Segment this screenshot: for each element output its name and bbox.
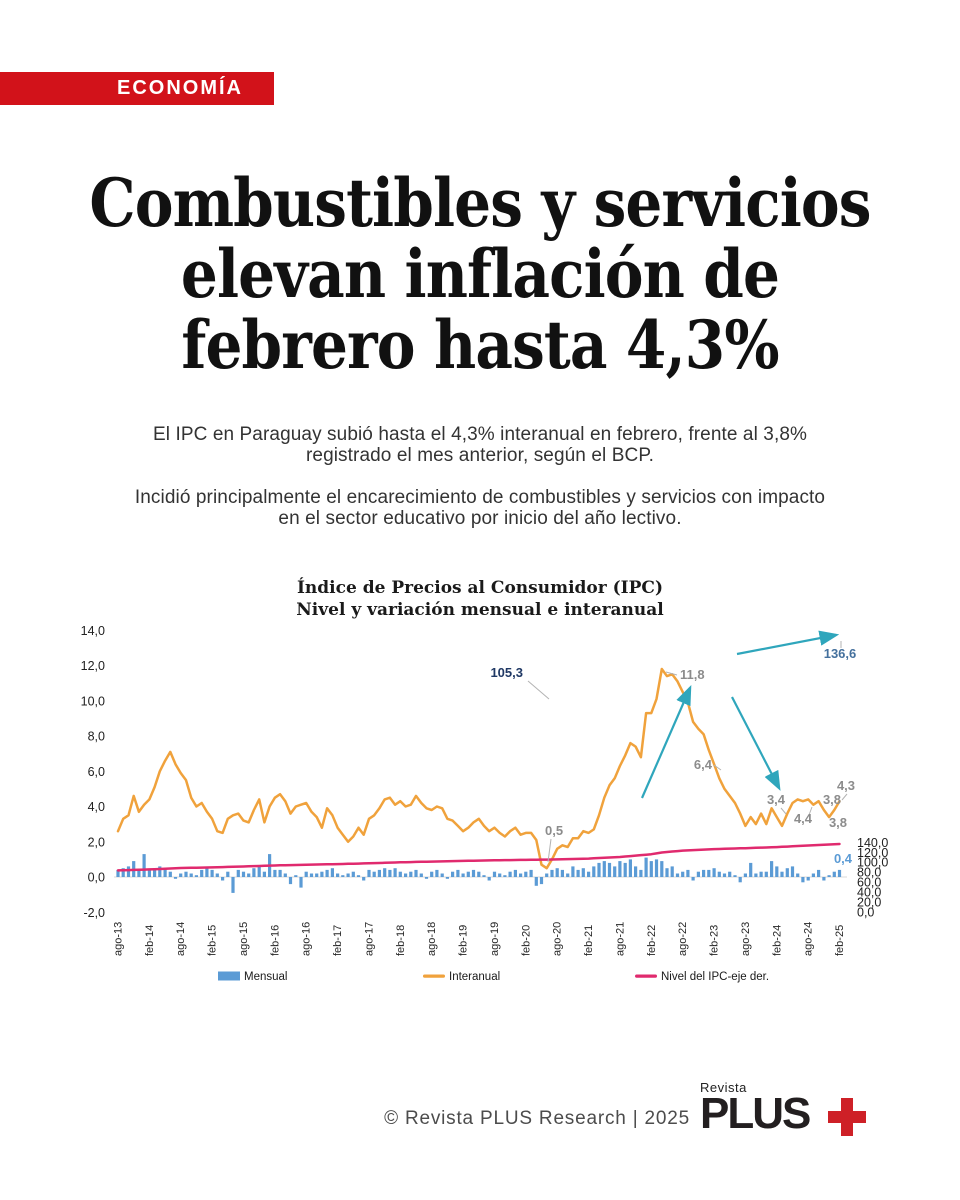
headline-line-3: febrero hasta 4,3% [181,306,779,384]
revista-plus-logo: Revista PLUS [700,1080,880,1140]
svg-text:0,0: 0,0 [857,906,874,920]
svg-text:ago-14: ago-14 [175,922,187,956]
plus-cross-icon [828,1098,866,1136]
chart-title: Índice de Precios al Consumidor (IPC) Ni… [0,577,960,621]
svg-text:140,0: 140,0 [857,836,888,850]
legend-item: Interanual [423,971,500,983]
ipc-chart-svg: 105,30,511,86,43,44,43,83,84,3136,60,414… [81,624,889,983]
svg-text:feb-14: feb-14 [144,925,156,956]
svg-text:feb-15: feb-15 [207,925,219,956]
svg-text:40,0: 40,0 [857,886,881,900]
svg-text:2,0: 2,0 [88,835,105,849]
svg-text:4,3: 4,3 [837,778,855,793]
svg-text:ago-13: ago-13 [113,922,125,956]
legend-item: Mensual [218,971,287,983]
svg-text:feb-16: feb-16 [269,925,281,956]
left-axis-labels: 14,0 12,0 10,0 8,0 6,0 4,0 2,0 0,0 -2,0 [81,624,105,920]
svg-text:feb-17: feb-17 [332,925,344,956]
chart-title-line-1: Índice de Precios al Consumidor (IPC) [296,578,663,598]
svg-text:ago-24: ago-24 [803,922,815,956]
svg-text:120,0: 120,0 [857,846,888,860]
svg-text:136,6: 136,6 [824,646,857,661]
svg-text:10,0: 10,0 [81,694,105,708]
svg-text:ago-17: ago-17 [364,922,376,956]
svg-text:ago-19: ago-19 [489,922,501,956]
intro-paragraph-2: Incidió principalmente el encarecimiento… [134,487,826,529]
svg-text:ago-16: ago-16 [301,922,313,956]
svg-text:60,0: 60,0 [857,876,881,890]
svg-text:0,5: 0,5 [545,823,563,838]
intro-paragraph-1: El IPC en Paraguay subió hasta el 4,3% i… [153,424,807,466]
svg-text:ago-15: ago-15 [238,922,250,956]
svg-text:14,0: 14,0 [81,624,105,638]
legend-item: Nivel del IPC-eje der. [635,971,769,983]
svg-text:feb-25: feb-25 [834,925,846,956]
svg-text:4,0: 4,0 [88,800,105,814]
svg-text:6,4: 6,4 [694,757,713,772]
chart-legend: Mensual Interanual Nivel del IPC-eje der. [218,971,769,983]
svg-text:4,4: 4,4 [794,811,813,826]
logo-plus-text: PLUS [700,1089,811,1138]
svg-text:ago-22: ago-22 [677,922,689,956]
x-axis-labels: ago-13 feb-14 ago-14 feb-15 ago-15 feb-16 ago-… [113,922,847,956]
svg-text:feb-20: feb-20 [520,925,532,956]
svg-text:-2,0: -2,0 [83,906,105,920]
page-title: Combustibles y servicios elevan inflació… [58,168,903,381]
svg-text:feb-18: feb-18 [395,925,407,956]
svg-text:20,0: 20,0 [857,896,881,910]
section-badge: ECONOMÍA [0,72,274,105]
headline-line-2: elevan inflación de [180,235,780,313]
svg-text:feb-19: feb-19 [458,925,470,956]
series-line-interanual [116,667,841,870]
svg-text:Mensual: Mensual [244,971,287,983]
svg-text:100,0: 100,0 [857,856,888,870]
svg-text:ago-21: ago-21 [614,922,626,956]
ipc-chart: 105,3 0,5 11,8 6,4 3,4 4,4 3,8 3,8 4,3 136,6 0,4 14… [0,618,960,1000]
svg-text:6,0: 6,0 [88,765,105,779]
svg-text:3,8: 3,8 [829,815,847,830]
trend-arrows [640,630,840,799]
svg-text:80,0: 80,0 [857,866,881,880]
headline-line-1: Combustibles y servicios [89,164,871,242]
svg-text:ago-20: ago-20 [552,922,564,956]
svg-text:3,8: 3,8 [823,792,841,807]
svg-text:ago-23: ago-23 [740,922,752,956]
svg-text:12,0: 12,0 [81,659,105,673]
logo-revista-text: Revista [700,1080,747,1095]
footer-credit: © Revista PLUS Research | 2025 [384,1108,690,1129]
svg-text:feb-22: feb-22 [646,925,658,956]
chart-title-line-2: Nivel y variación mensual e interanual [296,600,664,620]
svg-text:feb-21: feb-21 [583,925,595,956]
svg-text:Nivel del IPC-eje der.: Nivel del IPC-eje der. [661,971,769,983]
svg-text:8,0: 8,0 [88,730,105,744]
svg-text:0,4: 0,4 [834,851,853,866]
svg-text:feb-24: feb-24 [771,925,783,956]
svg-text:3,4: 3,4 [767,792,786,807]
svg-text:ago-18: ago-18 [426,922,438,956]
svg-text:feb-23: feb-23 [709,925,721,956]
svg-text:0,0: 0,0 [88,871,105,885]
svg-text:11,8: 11,8 [680,667,705,682]
series-line-nivel-del-ipc-eje-der- [116,842,841,872]
svg-text:Interanual: Interanual [449,971,500,983]
svg-text:105,3: 105,3 [490,665,523,680]
